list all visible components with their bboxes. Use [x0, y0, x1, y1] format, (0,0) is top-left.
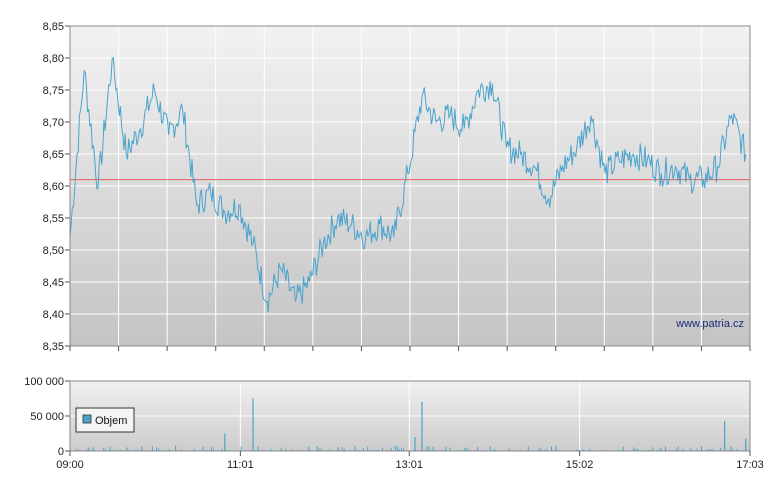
legend-label: Objem	[95, 415, 127, 427]
volume-y-axis: 0 50 000 100 000	[24, 376, 70, 458]
volume-frame	[69, 380, 751, 452]
price-y-tick-label: 8,70	[43, 117, 64, 129]
price-line	[69, 57, 747, 313]
volume-legend: Objem	[75, 407, 135, 433]
volume-x-tick-label: 17:03	[736, 459, 764, 471]
price-y-tick-label: 8,55	[43, 213, 64, 225]
volume-x-tick-label: 11:01	[227, 459, 254, 471]
price-y-axis: 8,35 8,40 8,45 8,50 8,55 8,60 8,65 8,70 8,75 8,80…	[43, 21, 70, 353]
volume-x-tick-label: 15:02	[566, 459, 594, 471]
volume-x-axis: 09:00 11:01 13:01 15:02 17:03	[56, 451, 764, 471]
price-y-tick-label: 8,40	[43, 309, 64, 321]
price-y-tick-label: 8,75	[43, 85, 64, 97]
price-y-tick-label: 8,60	[43, 181, 64, 193]
watermark: www.patria.cz	[675, 318, 744, 330]
volume-y-tick-label: 0	[58, 446, 64, 458]
legend-swatch	[82, 414, 92, 424]
volume-grid	[70, 381, 750, 451]
volume-x-tick-label: 13:01	[396, 459, 424, 471]
volume-y-tick-label: 100 000	[24, 376, 64, 388]
price-y-tick-label: 8,35	[43, 341, 64, 353]
price-x-ticks	[69, 346, 751, 351]
volume-y-tick-label: 50 000	[30, 411, 64, 423]
price-y-tick-label: 8,50	[43, 245, 64, 257]
price-grid	[70, 26, 750, 346]
price-y-tick-label: 8,45	[43, 277, 64, 289]
price-y-tick-label: 8,85	[43, 21, 64, 33]
price-y-tick-label: 8,80	[43, 53, 64, 65]
price-y-tick-label: 8,65	[43, 149, 64, 161]
volume-x-tick-label: 09:00	[56, 459, 84, 471]
